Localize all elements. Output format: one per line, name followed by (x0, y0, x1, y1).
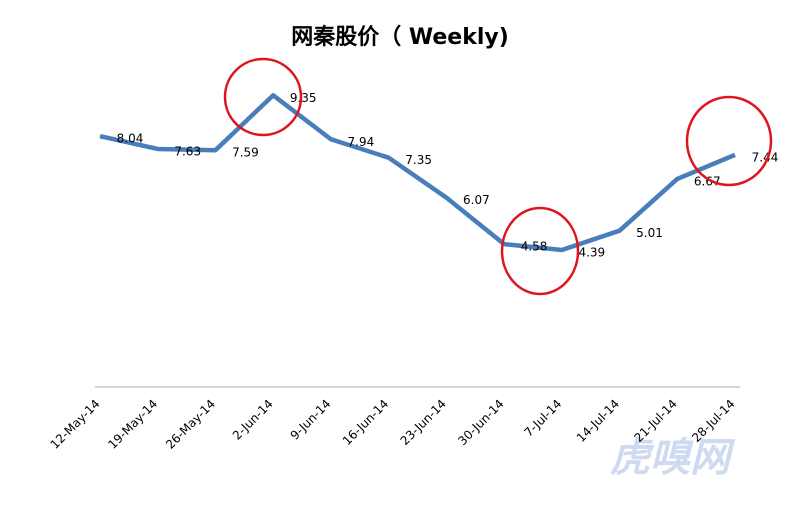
x-tick-label: 30-Jun-14 (455, 397, 506, 448)
x-tick-label: 12-May-14 (48, 397, 103, 452)
data-label: 5.01 (636, 226, 663, 240)
highlight-circle (500, 206, 580, 296)
x-tick-label: 26-May-14 (163, 397, 218, 452)
data-label: 4.39 (578, 246, 605, 260)
plot: 8.04 7.63 7.59 9.35 7.94 7.35 6.07 4.58 4.39 5.01… (48, 91, 779, 452)
line (99, 93, 736, 253)
data-label: 7.59 (232, 146, 259, 160)
data-label: 7.94 (348, 135, 375, 149)
data-label: 7.35 (405, 153, 432, 167)
data-label: 6.07 (463, 193, 490, 207)
chart-title: 网秦股价（ Weekly) (291, 25, 509, 50)
x-tick-label: 7-Jul-14 (521, 397, 564, 440)
x-tick-label: 19-May-14 (105, 397, 160, 452)
data-label: 4.58 (521, 240, 548, 254)
x-tick-label: 23-Jun-14 (398, 397, 449, 448)
highlight-circle (223, 57, 303, 137)
data-label: 7.63 (174, 144, 201, 158)
watermark: 虎嗅网 (610, 435, 736, 481)
data-label: 6.67 (694, 174, 721, 188)
data-label: 7.44 (752, 150, 779, 164)
data-label: 8.04 (117, 132, 144, 146)
data-label: 9.35 (290, 91, 317, 105)
x-tick-label: 9-Jun-14 (288, 397, 334, 443)
x-tick-label: 2-Jun-14 (230, 397, 276, 443)
x-tick-label: 16-Jun-14 (340, 397, 391, 448)
highlight-circle (685, 95, 773, 187)
